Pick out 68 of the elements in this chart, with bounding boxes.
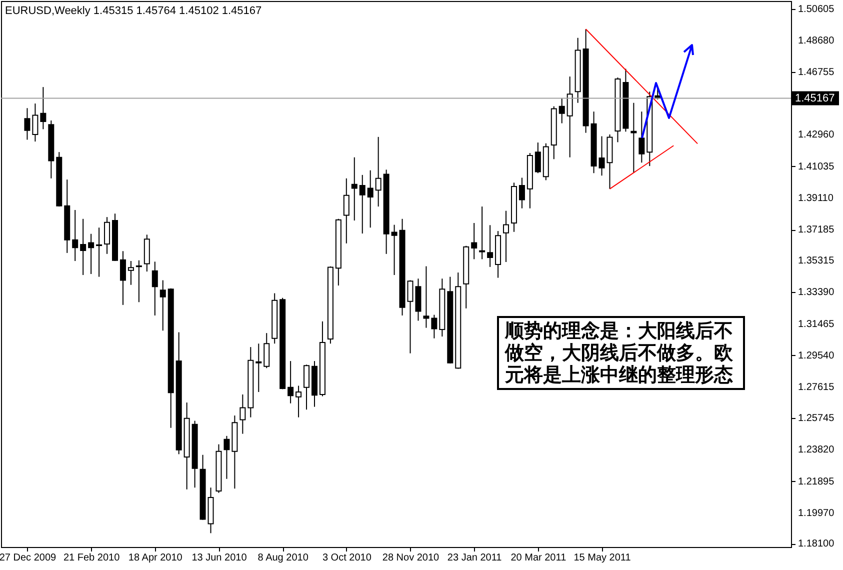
y-tick-label: 1.39110 [798,192,834,204]
candlestick [152,261,158,316]
y-tick-label: 1.41035 [798,161,835,172]
candlestick [240,394,246,434]
y-tick-label: 1.25745 [798,412,835,424]
candlestick [558,98,565,124]
candlestick [288,360,294,404]
x-tick-label: 27 Dec 2009 [0,552,57,564]
candlestick [630,102,637,173]
candlestick [160,280,166,332]
candlestick [351,156,358,222]
y-tick-label: 1.23820 [798,444,835,456]
y-tick-label: 1.46755 [798,67,835,78]
x-tick-label: 21 Feb 2010 [63,552,120,564]
candlestick [487,224,494,268]
candlestick [479,206,486,260]
candlestick [32,103,38,142]
candlestick [104,216,110,254]
y-tick-label: 1.29540 [798,350,835,362]
candlestick [503,210,510,262]
candlestick [96,227,102,278]
x-tick-label: 28 Nov 2010 [382,552,440,564]
candlestick [518,177,525,209]
y-tick-label: 1.27615 [798,382,835,394]
chart-title: EURUSD,Weekly 1.45315 1.45764 1.45102 1.45167 [5,5,262,17]
candlestick [391,224,398,276]
x-tick-label: 23 Jan 2011 [447,552,502,564]
y-tick-label: 1.21895 [798,476,835,488]
y-tick-label: 1.37185 [798,224,835,236]
candlestick [566,76,573,158]
candlestick [534,142,541,174]
y-tick-label: 1.18100 [798,538,835,550]
candlestick [256,343,262,392]
candlestick [120,250,126,306]
candlestick [136,260,142,303]
candlestick [638,111,645,164]
x-tick-label: 20 Mar 2011 [510,552,567,564]
candlestick [40,86,46,130]
y-tick-label: 1.19970 [798,508,835,519]
x-tick-label: 13 Jun 2010 [192,552,248,564]
x-tick-label: 3 Oct 2010 [322,552,372,564]
candlestick [72,209,78,262]
candlestick [343,178,350,244]
y-tick-label: 1.42960 [798,130,835,141]
y-tick-label: 1.31465 [798,318,835,330]
candlestick [88,233,94,274]
candlestick [375,136,382,208]
candlestick [80,218,86,276]
x-tick-label: 18 Apr 2010 [128,552,183,564]
x-tick-label: 8 Aug 2010 [258,552,309,564]
candlestick [304,364,310,410]
y-tick-label: 1.35315 [798,255,835,266]
ref-line-label: 1.45167 [795,92,835,104]
candlestick [367,170,374,228]
y-tick-label: 1.33390 [798,287,835,298]
y-tick-label: 1.48680 [798,35,835,46]
candlestick [128,260,134,286]
candlestick [431,314,438,339]
candlestick [24,108,30,140]
candlestick [264,332,270,369]
y-tick-label: 1.50605 [798,4,835,15]
candlestick [296,385,302,418]
candlestick [224,435,230,480]
candlestick [471,222,478,260]
candlestick [423,266,430,328]
annotation: 顺势的理念是：大阳线后不做空，大阴线后不做多。欧元将是上涨中继的整理形态 [497,316,745,390]
candlestick [359,174,366,234]
x-tick-label: 15 May 2011 [574,552,632,564]
